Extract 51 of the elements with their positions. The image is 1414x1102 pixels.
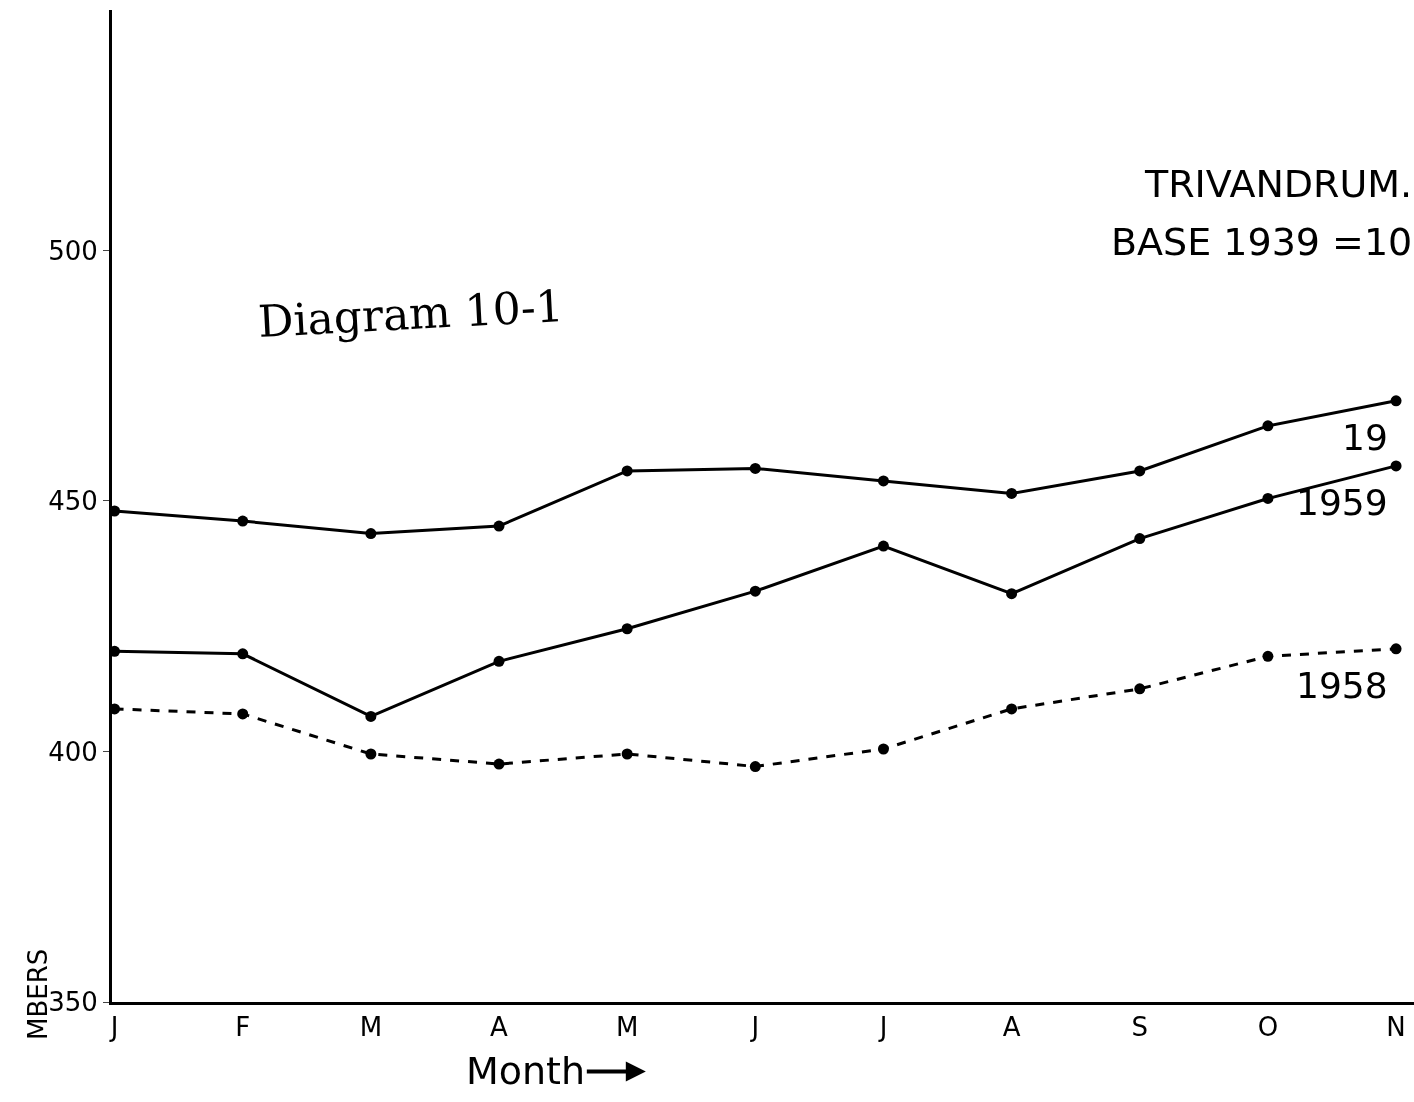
x-tick-label: J [749,1012,760,1043]
y-tick-label: 450 [48,486,98,517]
x-axis-title: Month [466,1049,586,1093]
y-tick-label: 400 [48,736,98,767]
point [877,475,889,487]
y-tick-label: 500 [48,235,98,266]
x-tick-label: J [108,1012,119,1043]
point [365,710,377,722]
point [493,758,505,770]
point [237,648,249,660]
series-label: 1959 [1296,482,1388,523]
point [1262,492,1274,504]
point [749,585,761,597]
x-tick-label: M [615,1012,639,1043]
point [621,465,633,477]
text: TRIVANDRUM. [1144,162,1413,206]
point [877,540,889,552]
x-tick-label: S [1131,1012,1149,1043]
point [1262,650,1274,662]
point [1006,588,1018,600]
point [749,462,761,474]
x-tick-label: M [359,1012,383,1043]
point [621,623,633,635]
point [1390,395,1402,407]
x-tick-label: J [877,1012,888,1043]
point [1390,643,1402,655]
point [877,743,889,755]
point [237,515,249,527]
point [1390,460,1402,472]
point [365,748,377,760]
x-tick-label: A [490,1012,509,1043]
point [1134,533,1146,545]
x-tick-label: A [1002,1012,1021,1043]
text: BASE 1939 =10 [1111,220,1413,264]
point [1006,703,1018,715]
point [1006,487,1018,499]
x-tick-label: N [1386,1012,1406,1043]
series-label: 19 [1342,417,1388,458]
point [365,528,377,540]
series-label: 1958 [1296,665,1388,706]
point [493,655,505,667]
point [493,520,505,532]
point [1262,420,1274,432]
x-tick-label: O [1257,1012,1279,1043]
point [749,761,761,773]
annotation: Diagram 10-1 [256,280,565,347]
point [237,708,249,720]
x-tick-label: F [235,1012,251,1043]
point [1134,465,1146,477]
point [1134,683,1146,695]
point [621,748,633,760]
